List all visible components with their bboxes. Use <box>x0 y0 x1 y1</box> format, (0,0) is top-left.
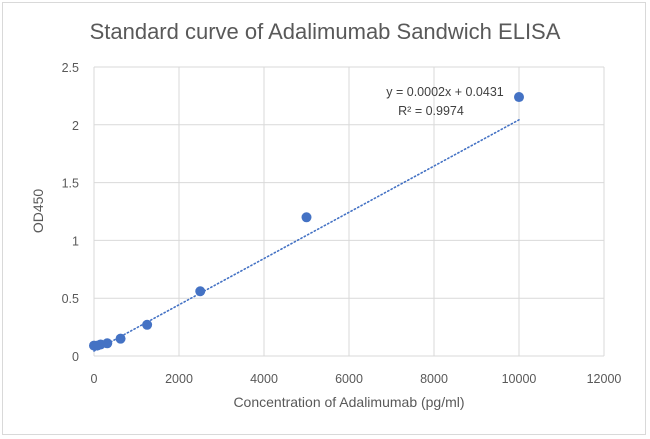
x-tick-labels: 0 2000 4000 6000 8000 10000 12000 <box>91 372 622 386</box>
chart-title: Standard curve of Adalimumab Sandwich EL… <box>90 19 561 44</box>
data-points <box>89 92 524 351</box>
data-point <box>102 338 113 349</box>
grid-lines <box>93 66 605 357</box>
x-tick-label: 2000 <box>165 372 193 386</box>
data-point <box>115 333 126 344</box>
x-tick-label: 6000 <box>335 372 363 386</box>
trendline-r-squared: R² = 0.9974 <box>398 104 464 118</box>
y-tick-label: 2 <box>72 119 79 133</box>
trendline-equation: y = 0.0002x + 0.0431 <box>386 85 504 99</box>
data-point <box>514 92 524 103</box>
data-point <box>195 286 206 297</box>
y-axis-label: OD450 <box>30 189 46 234</box>
x-tick-label: 8000 <box>420 372 448 386</box>
x-tick-label: 4000 <box>250 372 278 386</box>
x-tick-label: 10000 <box>502 372 537 386</box>
x-axis-label: Concentration of Adalimumab (pg/ml) <box>233 394 464 410</box>
y-tick-label: 2.5 <box>62 61 79 75</box>
y-tick-label: 1.5 <box>62 177 79 191</box>
x-tick-label: 12000 <box>587 372 622 386</box>
y-tick-labels: 0 0.5 1 1.5 2 2.5 <box>62 61 79 364</box>
y-tick-label: 0 <box>72 350 79 364</box>
chart-frame <box>2 2 646 435</box>
trendline-layer <box>93 119 520 352</box>
y-tick-label: 0.5 <box>62 292 79 306</box>
data-point <box>301 212 312 223</box>
x-tick-label: 0 <box>91 372 98 386</box>
data-point <box>142 319 153 330</box>
y-tick-label: 1 <box>72 234 79 248</box>
trendline <box>93 119 520 352</box>
